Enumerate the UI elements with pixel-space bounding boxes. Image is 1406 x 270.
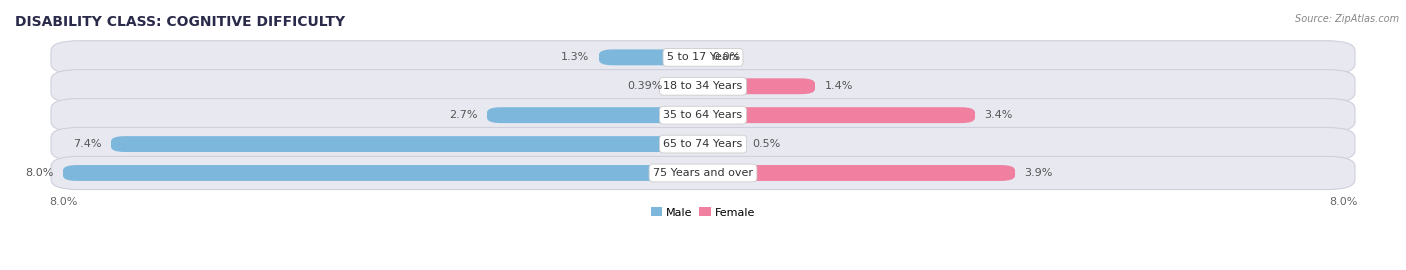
FancyBboxPatch shape bbox=[703, 165, 1015, 181]
Text: 3.9%: 3.9% bbox=[1025, 168, 1053, 178]
Text: 0.5%: 0.5% bbox=[752, 139, 780, 149]
FancyBboxPatch shape bbox=[111, 136, 703, 152]
Text: 75 Years and over: 75 Years and over bbox=[652, 168, 754, 178]
Text: 65 to 74 Years: 65 to 74 Years bbox=[664, 139, 742, 149]
FancyBboxPatch shape bbox=[51, 41, 1355, 74]
Text: 7.4%: 7.4% bbox=[73, 139, 101, 149]
Text: 35 to 64 Years: 35 to 64 Years bbox=[664, 110, 742, 120]
Text: DISABILITY CLASS: COGNITIVE DIFFICULTY: DISABILITY CLASS: COGNITIVE DIFFICULTY bbox=[15, 15, 344, 29]
Text: 0.0%: 0.0% bbox=[713, 52, 741, 62]
Text: 1.3%: 1.3% bbox=[561, 52, 589, 62]
FancyBboxPatch shape bbox=[51, 70, 1355, 103]
FancyBboxPatch shape bbox=[703, 107, 974, 123]
Text: 8.0%: 8.0% bbox=[25, 168, 53, 178]
FancyBboxPatch shape bbox=[599, 49, 703, 65]
Text: 18 to 34 Years: 18 to 34 Years bbox=[664, 81, 742, 91]
Text: 5 to 17 Years: 5 to 17 Years bbox=[666, 52, 740, 62]
Legend: Male, Female: Male, Female bbox=[647, 203, 759, 222]
Text: 2.7%: 2.7% bbox=[449, 110, 478, 120]
FancyBboxPatch shape bbox=[703, 78, 815, 94]
FancyBboxPatch shape bbox=[51, 127, 1355, 161]
Text: Source: ZipAtlas.com: Source: ZipAtlas.com bbox=[1295, 14, 1399, 23]
FancyBboxPatch shape bbox=[672, 78, 703, 94]
Text: 1.4%: 1.4% bbox=[824, 81, 853, 91]
FancyBboxPatch shape bbox=[51, 156, 1355, 190]
FancyBboxPatch shape bbox=[486, 107, 703, 123]
FancyBboxPatch shape bbox=[51, 99, 1355, 132]
FancyBboxPatch shape bbox=[703, 136, 742, 152]
Text: 0.39%: 0.39% bbox=[627, 81, 662, 91]
FancyBboxPatch shape bbox=[63, 165, 703, 181]
Text: 3.4%: 3.4% bbox=[984, 110, 1012, 120]
